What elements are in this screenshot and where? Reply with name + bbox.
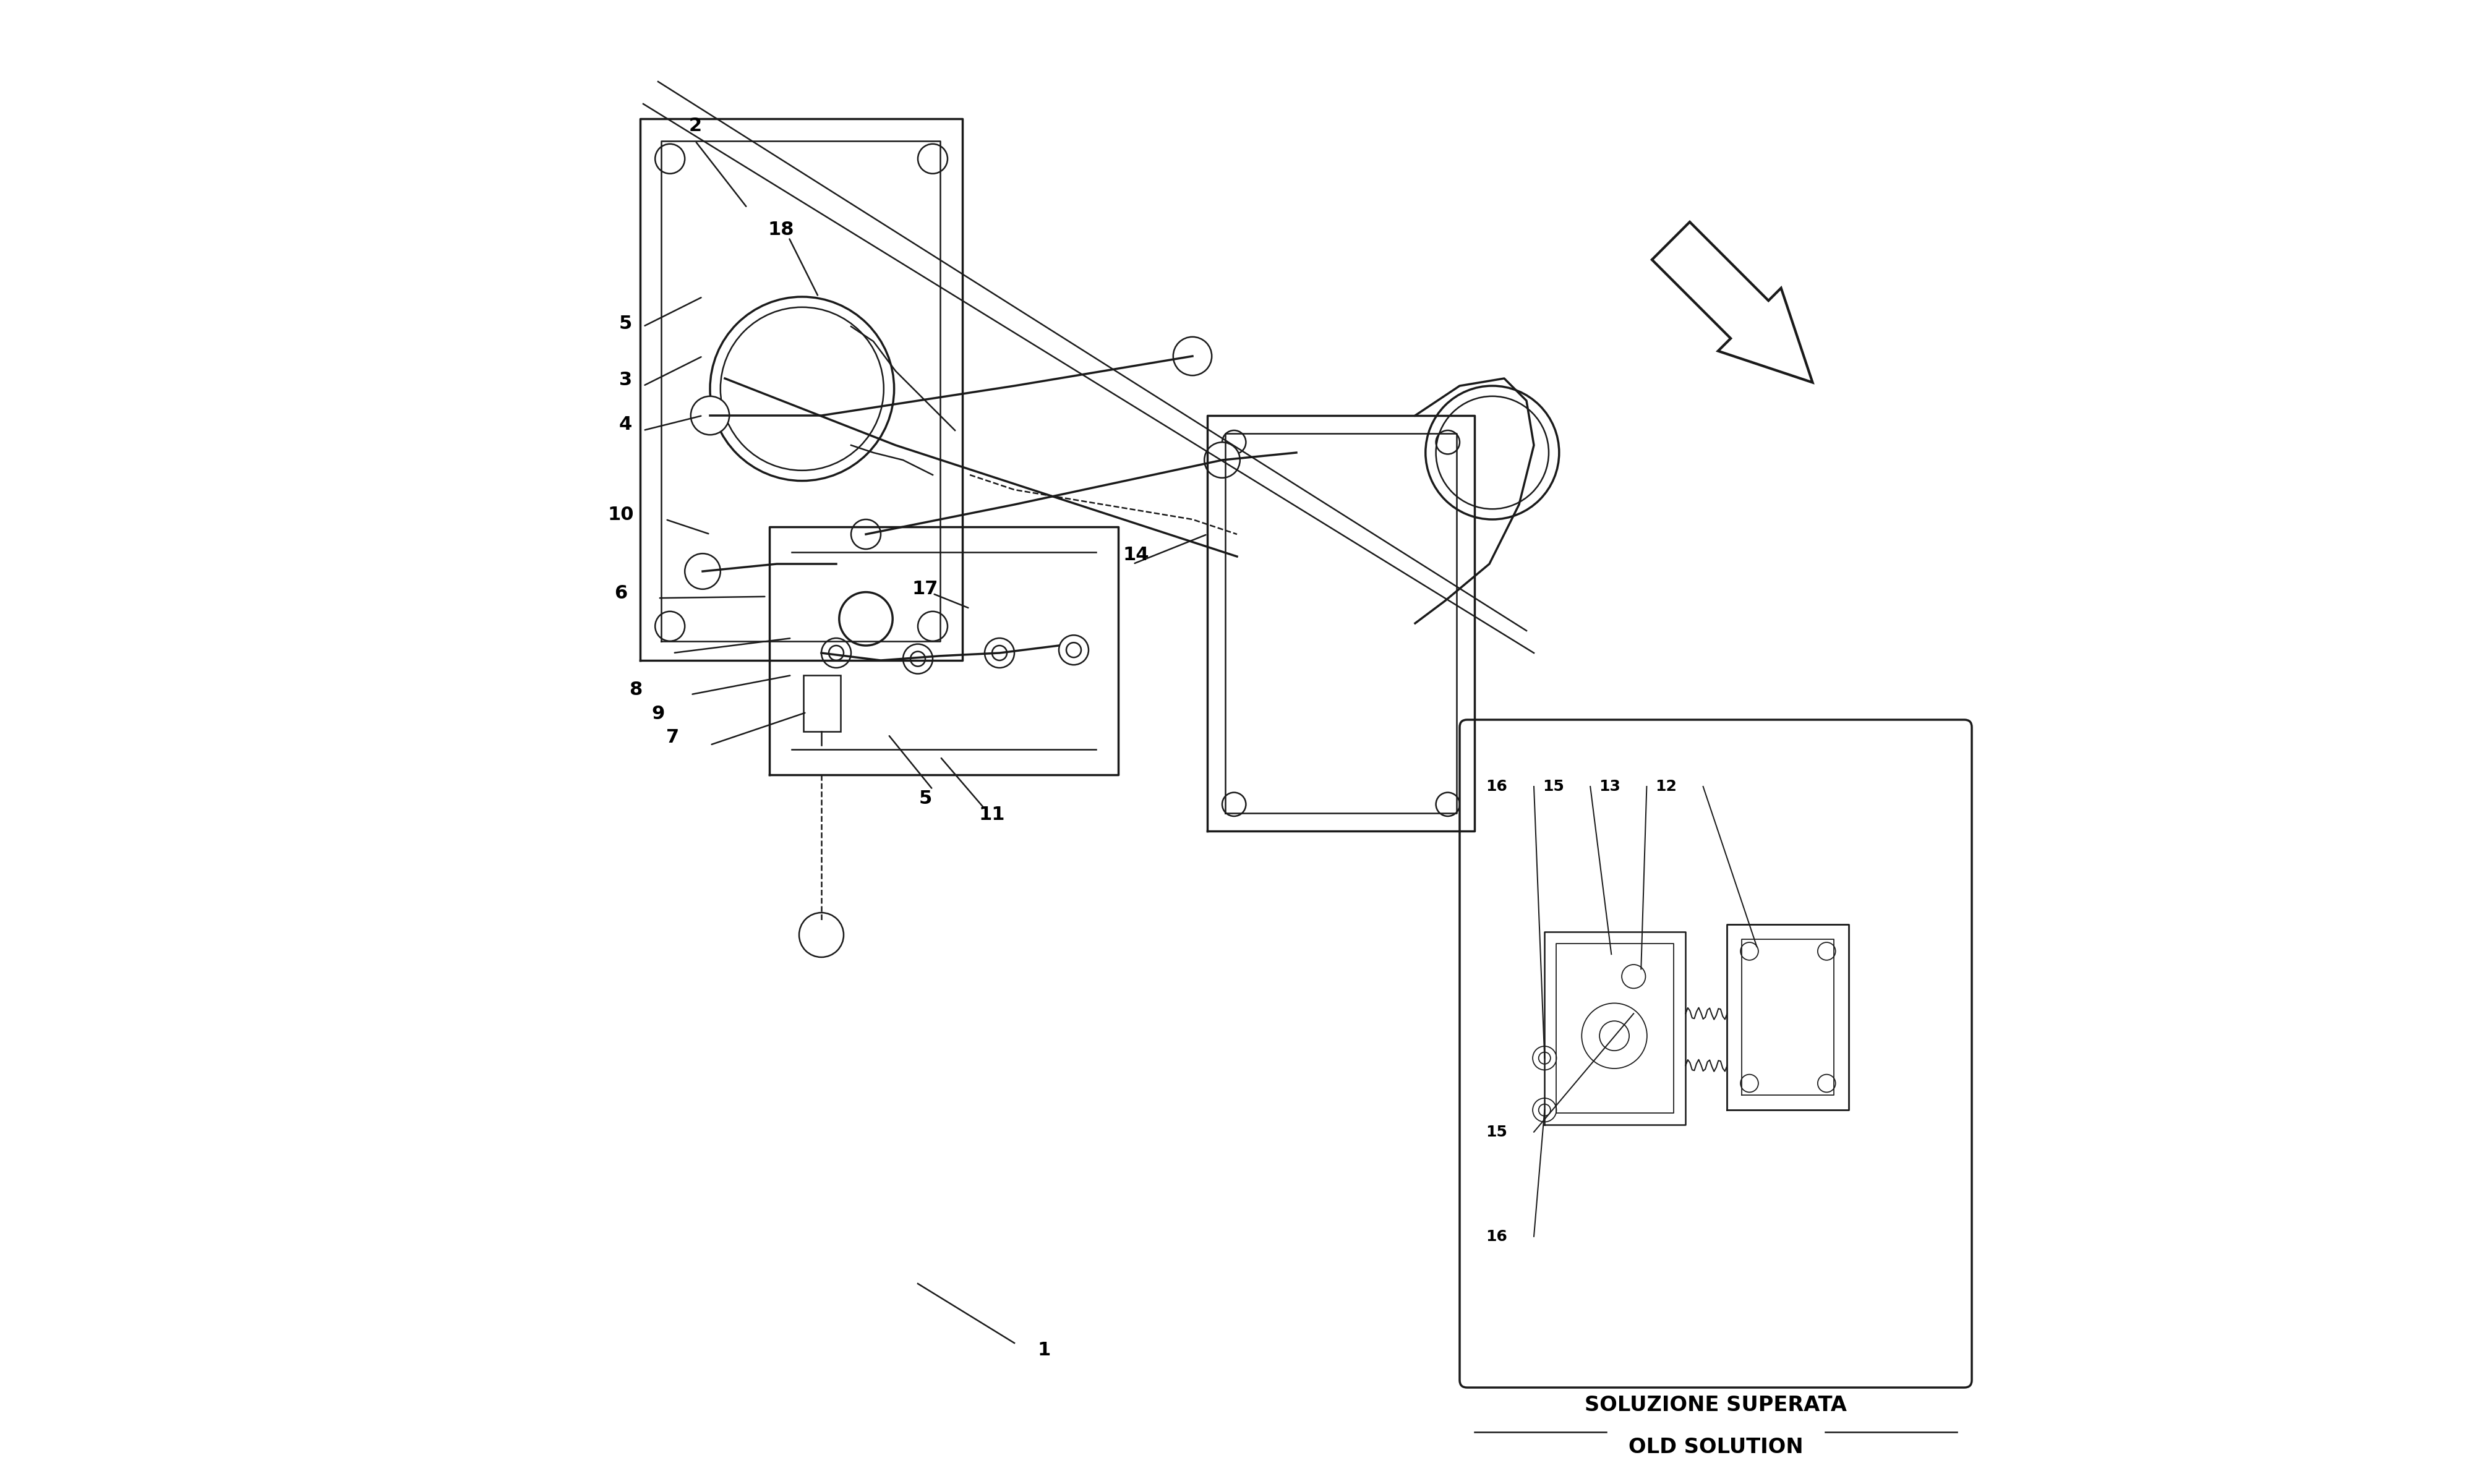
Circle shape — [992, 646, 1007, 660]
Text: 12: 12 — [1655, 779, 1677, 794]
Text: 17: 17 — [913, 580, 938, 598]
Circle shape — [1534, 1098, 1556, 1122]
Circle shape — [918, 611, 948, 641]
Text: 7: 7 — [666, 729, 680, 746]
Circle shape — [1205, 442, 1239, 478]
Polygon shape — [1653, 223, 1813, 383]
Text: 14: 14 — [1123, 546, 1150, 564]
Text: SOLUZIONE SUPERATA: SOLUZIONE SUPERATA — [1586, 1395, 1846, 1416]
Text: 9: 9 — [651, 705, 666, 723]
Circle shape — [799, 913, 844, 957]
Text: 5: 5 — [618, 315, 631, 332]
Circle shape — [1059, 635, 1089, 665]
Circle shape — [910, 651, 925, 666]
Circle shape — [821, 638, 851, 668]
Text: 15: 15 — [1487, 1125, 1507, 1140]
Circle shape — [656, 144, 685, 174]
Text: 4: 4 — [618, 416, 631, 433]
Text: 18: 18 — [767, 221, 794, 239]
Circle shape — [690, 396, 730, 435]
Circle shape — [1222, 430, 1247, 454]
Circle shape — [1818, 1074, 1836, 1092]
FancyBboxPatch shape — [1460, 720, 1972, 1388]
Text: 16: 16 — [1487, 779, 1507, 794]
Circle shape — [1435, 430, 1460, 454]
Text: 8: 8 — [628, 681, 643, 699]
Text: 10: 10 — [609, 506, 633, 524]
Text: 13: 13 — [1598, 779, 1620, 794]
Circle shape — [918, 144, 948, 174]
Circle shape — [1742, 942, 1759, 960]
Circle shape — [851, 519, 881, 549]
Text: 15: 15 — [1541, 779, 1564, 794]
Text: 16: 16 — [1487, 1229, 1507, 1244]
Circle shape — [1173, 337, 1212, 375]
Circle shape — [1222, 792, 1247, 816]
Bar — [804, 675, 841, 732]
Circle shape — [1623, 965, 1645, 988]
Circle shape — [1742, 1074, 1759, 1092]
Circle shape — [985, 638, 1014, 668]
Text: 11: 11 — [980, 806, 1004, 824]
Circle shape — [1435, 792, 1460, 816]
Circle shape — [1066, 643, 1081, 657]
Text: 2: 2 — [688, 117, 703, 135]
Text: 6: 6 — [614, 585, 628, 603]
Circle shape — [1534, 1046, 1556, 1070]
Text: OLD SOLUTION: OLD SOLUTION — [1628, 1437, 1804, 1457]
Circle shape — [685, 554, 720, 589]
Circle shape — [656, 611, 685, 641]
Text: 3: 3 — [618, 371, 631, 389]
Circle shape — [1818, 942, 1836, 960]
Circle shape — [829, 646, 844, 660]
Text: 5: 5 — [918, 789, 933, 807]
Circle shape — [903, 644, 933, 674]
Text: 1: 1 — [1037, 1342, 1051, 1359]
